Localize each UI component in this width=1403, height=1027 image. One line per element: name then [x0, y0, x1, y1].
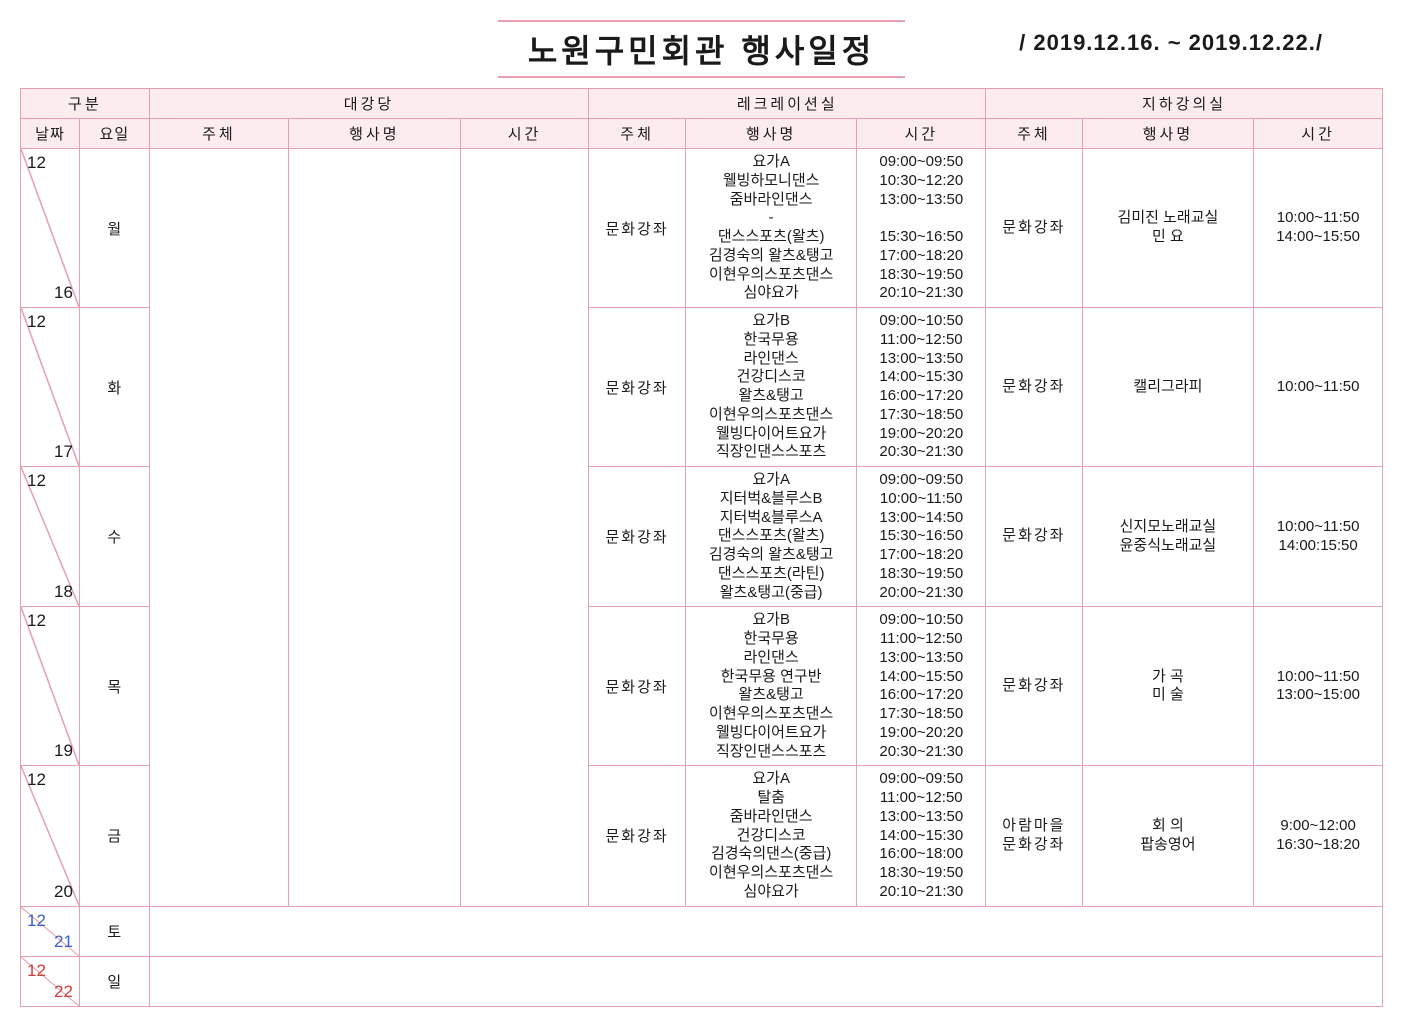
- dow-cell: 금: [79, 766, 149, 906]
- base-times: 10:00~11:5014:00:15:50: [1254, 467, 1383, 607]
- base-subject: 문화강좌: [986, 607, 1083, 766]
- dow-cell: 목: [79, 607, 149, 766]
- rec-subject: 문화강좌: [589, 467, 686, 607]
- rec-times: 09:00~09:5010:00~11:5013:00~14:5015:30~1…: [857, 467, 986, 607]
- dow-cell: 토: [79, 906, 149, 956]
- header-base-time: 시간: [1254, 119, 1383, 149]
- table-row: 1222일: [21, 956, 1383, 1006]
- base-events: 김미진 노래교실민 요: [1082, 149, 1254, 308]
- header-hall-subject: 주체: [149, 119, 288, 149]
- dow-cell: 일: [79, 956, 149, 1006]
- base-times: 10:00~11:5013:00~15:00: [1254, 607, 1383, 766]
- header-hall-event: 행사명: [289, 119, 461, 149]
- header-date: 날짜: [21, 119, 80, 149]
- date-month: 12: [27, 911, 46, 931]
- header-dow: 요일: [79, 119, 149, 149]
- header-venue-base: 지하강의실: [986, 89, 1383, 119]
- date-day: 20: [54, 882, 73, 902]
- rec-events: 요가A지터벅&블루스B지터벅&블루스A댄스스포츠(왈츠)김경숙의 왈츠&탱고댄스…: [685, 467, 857, 607]
- rec-subject: 문화강좌: [589, 149, 686, 308]
- rec-subject: 문화강좌: [589, 308, 686, 467]
- date-day: 16: [54, 283, 73, 303]
- date-day: 21: [54, 932, 73, 952]
- empty-row: [149, 956, 1382, 1006]
- date-day: 18: [54, 582, 73, 602]
- date-cell: 1222: [21, 956, 80, 1006]
- date-month: 12: [27, 471, 46, 491]
- rec-times: 09:00~10:5011:00~12:5013:00~13:5014:00~1…: [857, 308, 986, 467]
- hall-event-empty: [289, 149, 461, 907]
- rec-times: 09:00~10:5011:00~12:5013:00~13:5014:00~1…: [857, 607, 986, 766]
- header-rec-event: 행사명: [685, 119, 857, 149]
- date-month: 12: [27, 961, 46, 981]
- date-cell: 12 17: [21, 308, 80, 467]
- date-month: 12: [27, 611, 46, 631]
- base-times: 9:00~12:0016:30~18:20: [1254, 766, 1383, 906]
- date-cell: 12 19: [21, 607, 80, 766]
- base-subject: 아람마을문화강좌: [986, 766, 1083, 906]
- base-events: 캘리그라피: [1082, 308, 1254, 467]
- header-base-subject: 주체: [986, 119, 1083, 149]
- rec-times: 09:00~09:5011:00~12:5013:00~13:5014:00~1…: [857, 766, 986, 906]
- date-cell: 12 16: [21, 149, 80, 308]
- date-month: 12: [27, 312, 46, 332]
- rec-events: 요가A웰빙하모니댄스줌바라인댄스-댄스스포츠(왈츠)김경숙의 왈츠&탱고이현우의…: [685, 149, 857, 308]
- base-subject: 문화강좌: [986, 467, 1083, 607]
- page-title: 노원구민회관 행사일정: [498, 20, 905, 78]
- base-events: 신지모노래교실윤중식노래교실: [1082, 467, 1254, 607]
- date-month: 12: [27, 153, 46, 173]
- base-subject: 문화강좌: [986, 149, 1083, 308]
- rec-subject: 문화강좌: [589, 607, 686, 766]
- base-subject: 문화강좌: [986, 308, 1083, 467]
- date-cell: 12 18: [21, 467, 80, 607]
- base-events: 가 곡미 술: [1082, 607, 1254, 766]
- empty-row: [149, 906, 1382, 956]
- base-events: 회 의팝송영어: [1082, 766, 1254, 906]
- header-venue-rec: 레크레이션실: [589, 89, 986, 119]
- dow-cell: 화: [79, 308, 149, 467]
- table-row: 1216월문화강좌요가A웰빙하모니댄스줌바라인댄스-댄스스포츠(왈츠)김경숙의 …: [21, 149, 1383, 308]
- header-rec-time: 시간: [857, 119, 986, 149]
- date-range: / 2019.12.16. ~ 2019.12.22./: [1019, 30, 1323, 56]
- header-venue-hall: 대강당: [149, 89, 589, 119]
- rec-times: 09:00~09:5010:30~12:2013:00~13:50 15:30~…: [857, 149, 986, 308]
- rec-events: 요가A탈춤줌바라인댄스건강디스코김경숙의댄스(중급)이현우의스포츠댄스심야요가: [685, 766, 857, 906]
- header-hall-time: 시간: [460, 119, 589, 149]
- rec-subject: 문화강좌: [589, 766, 686, 906]
- table-row: 12 21 토: [21, 906, 1383, 956]
- dow-cell: 수: [79, 467, 149, 607]
- rec-events: 요가B한국무용라인댄스한국무용 연구반왈츠&탱고이현우의스포츠댄스웰빙다이어트요…: [685, 607, 857, 766]
- dow-cell: 월: [79, 149, 149, 308]
- header-group: 구분: [21, 89, 150, 119]
- date-month: 12: [27, 770, 46, 790]
- date-day: 17: [54, 442, 73, 462]
- schedule-table: 구분 대강당 레크레이션실 지하강의실 날짜 요일 주체 행사명 시간 주체 행…: [20, 88, 1383, 1007]
- header-base-event: 행사명: [1082, 119, 1254, 149]
- hall-subject-empty: [149, 149, 288, 907]
- base-times: 10:00~11:50: [1254, 308, 1383, 467]
- date-day: 19: [54, 741, 73, 761]
- date-cell: 12 21: [21, 906, 80, 956]
- hall-time-empty: [460, 149, 589, 907]
- header-rec-subject: 주체: [589, 119, 686, 149]
- base-times: 10:00~11:5014:00~15:50: [1254, 149, 1383, 308]
- rec-events: 요가B한국무용라인댄스건강디스코왈츠&탱고이현우의스포츠댄스웰빙다이어트요가직장…: [685, 308, 857, 467]
- date-cell: 12 20: [21, 766, 80, 906]
